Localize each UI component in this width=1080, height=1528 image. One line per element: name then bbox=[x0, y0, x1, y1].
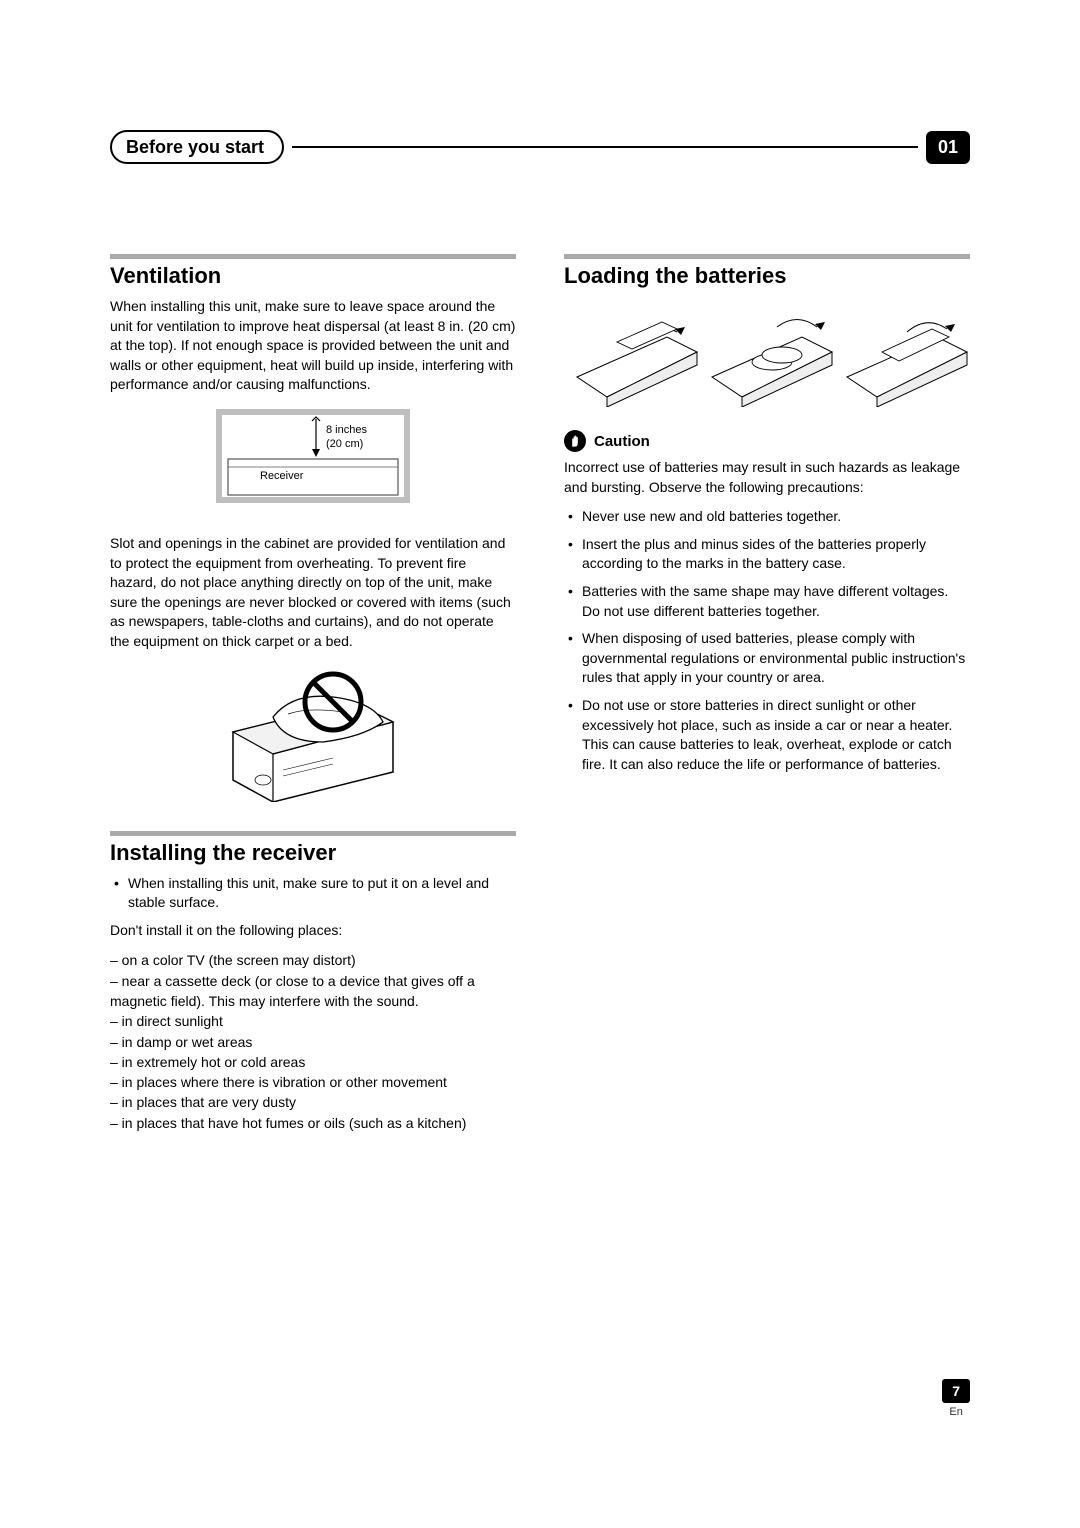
list-item: When installing this unit, make sure to … bbox=[128, 874, 516, 913]
ventilation-para-2: Slot and openings in the cabinet are pro… bbox=[110, 534, 516, 652]
battery-svg bbox=[564, 297, 970, 407]
installing-bullets: When installing this unit, make sure to … bbox=[110, 874, 516, 913]
list-item: – in places that have hot fumes or oils … bbox=[110, 1113, 516, 1133]
caution-row: Caution bbox=[564, 430, 970, 452]
diagram-clearance-1: 8 inches bbox=[326, 424, 367, 436]
page-number: 7 bbox=[942, 1379, 970, 1403]
battery-diagram bbox=[564, 297, 970, 412]
diagram-clearance-2: (20 cm) bbox=[326, 438, 363, 450]
page-language: En bbox=[942, 1406, 970, 1418]
header-divider bbox=[292, 146, 918, 148]
section-rule bbox=[110, 254, 516, 259]
chapter-title-pill: Before you start bbox=[110, 130, 284, 164]
list-item: Batteries with the same shape may have d… bbox=[582, 582, 970, 621]
ventilation-para-1: When installing this unit, make sure to … bbox=[110, 297, 516, 395]
ventilation-diagram: Receiver 8 inches (20 cm) bbox=[198, 405, 428, 520]
list-item: Never use new and old batteries together… bbox=[582, 507, 970, 527]
list-item: – in direct sunlight bbox=[110, 1011, 516, 1031]
receiver-prohibit-diagram bbox=[213, 662, 413, 807]
ventilation-svg: Receiver 8 inches (20 cm) bbox=[198, 405, 428, 515]
caution-label: Caution bbox=[594, 433, 650, 450]
loading-heading: Loading the batteries bbox=[564, 263, 970, 289]
list-item: – in places where there is vibration or … bbox=[110, 1072, 516, 1092]
list-item: When disposing of used batteries, please… bbox=[582, 629, 970, 688]
page-footer: 7 En bbox=[942, 1379, 970, 1418]
chapter-number: 01 bbox=[938, 137, 958, 157]
list-item: – in places that are very dusty bbox=[110, 1092, 516, 1112]
caution-bullets: Never use new and old batteries together… bbox=[564, 507, 970, 774]
list-item: Do not use or store batteries in direct … bbox=[582, 696, 970, 774]
content-columns: Ventilation When installing this unit, m… bbox=[110, 254, 970, 1133]
left-column: Ventilation When installing this unit, m… bbox=[110, 254, 516, 1133]
section-rule bbox=[564, 254, 970, 259]
section-rule bbox=[110, 831, 516, 836]
list-item: – near a cassette deck (or close to a de… bbox=[110, 971, 516, 1012]
diagram-receiver-label: Receiver bbox=[260, 470, 304, 482]
caution-hand-icon bbox=[564, 430, 586, 452]
list-item: Insert the plus and minus sides of the b… bbox=[582, 535, 970, 574]
list-item: – on a color TV (the screen may distort) bbox=[110, 950, 516, 970]
list-item: – in damp or wet areas bbox=[110, 1032, 516, 1052]
receiver-prohibit-svg bbox=[213, 662, 413, 802]
right-column: Loading the batteries bbox=[564, 254, 970, 1133]
caution-intro: Incorrect use of batteries may result in… bbox=[564, 458, 970, 497]
installing-heading: Installing the receiver bbox=[110, 840, 516, 866]
chapter-header: Before you start 01 bbox=[110, 130, 970, 164]
chapter-number-badge: 01 bbox=[926, 131, 970, 164]
installing-intro: Don't install it on the following places… bbox=[110, 921, 516, 941]
ventilation-heading: Ventilation bbox=[110, 263, 516, 289]
list-item: – in extremely hot or cold areas bbox=[110, 1052, 516, 1072]
installing-dash-list: – on a color TV (the screen may distort)… bbox=[110, 950, 516, 1133]
chapter-title: Before you start bbox=[126, 137, 264, 158]
